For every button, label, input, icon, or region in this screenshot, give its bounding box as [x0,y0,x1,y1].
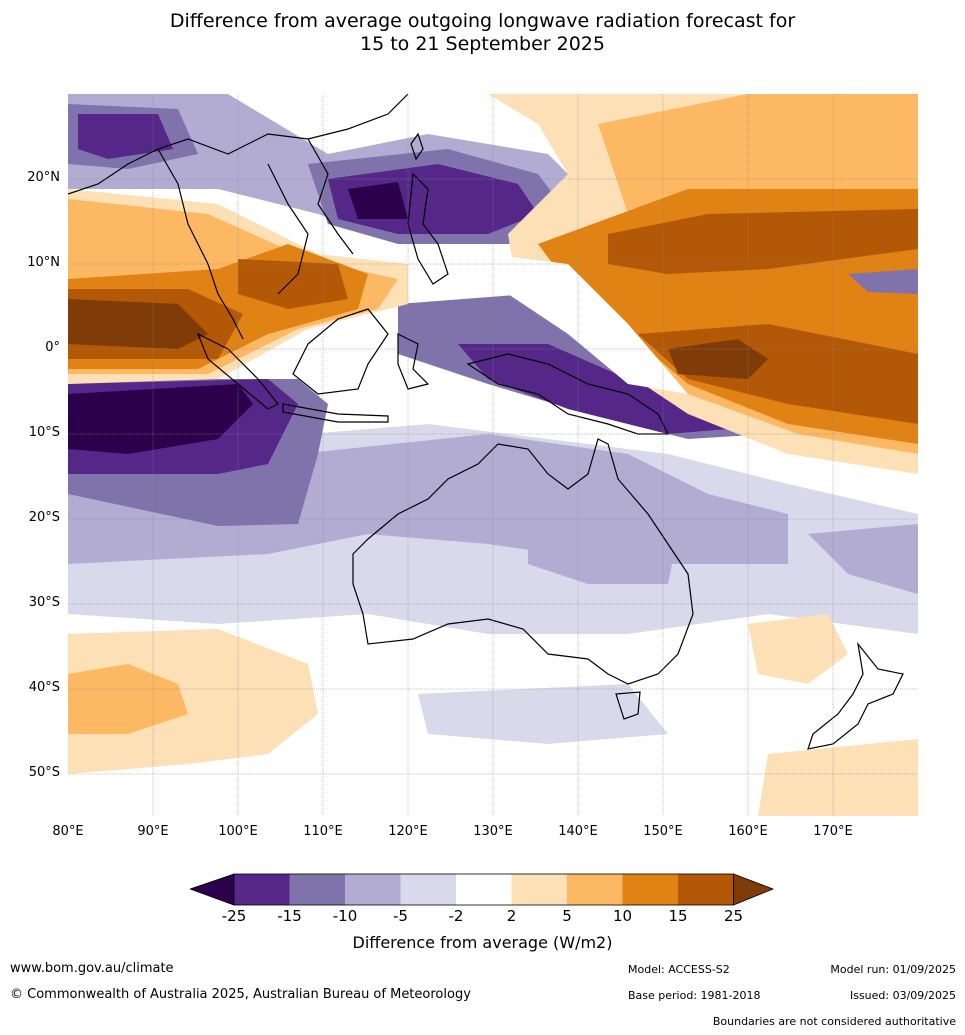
taiwan-outline [410,132,424,161]
lon-label-130e: 130°E [473,824,513,839]
title-line-2: 15 to 21 September 2025 [360,33,605,55]
colorbar-tick-1: -25 [221,907,247,925]
colorbar [190,873,775,906]
footer-disclaimer: Boundaries are not considered authoritat… [712,1015,956,1028]
colorbar-tick-2: -15 [277,907,302,925]
footer-website: www.bom.gov.au/climate [10,961,174,976]
lat-label-40s: 40°S [28,680,60,695]
colorbar-frame [233,873,734,906]
region-pacific-purple-patch [848,269,918,294]
lon-label-80e: 80°E [52,824,84,839]
colorbar-swatch-6 [511,874,567,905]
region-indian-ocean-darkest [68,384,253,454]
title-line-1: Difference from average outgoing longwav… [169,10,796,32]
colorbar-tick-9: 15 [668,907,688,925]
colorbar-swatch-4 [400,874,456,905]
anomaly-map [68,94,918,816]
lat-label-10n: 10°N [27,255,60,270]
lon-label-160e: 160°E [728,824,768,839]
map-svg [68,94,918,816]
region-purple-australia-2 [528,504,678,584]
region-south-west-orange [68,664,188,734]
colorbar-tick-4: -5 [393,907,408,925]
colorbar-swatch-9 [678,874,734,905]
region-scs-brown [238,259,348,309]
colorbar-tick-10: 25 [723,907,744,925]
footer-issued: Issued: 03/09/2025 [849,989,956,1002]
philippines-outline [407,172,449,285]
colorbar-tick-7: 5 [562,907,572,925]
colorbar-swatch-8 [622,874,678,905]
colorbar-label: Difference from average (W/m2) [352,933,613,952]
colorbar-swatch-3 [345,874,401,905]
lon-label-90e: 90°E [137,824,169,839]
colorbar-swatch-2 [289,874,345,905]
borneo-outline [292,308,389,395]
lon-label-140e: 140°E [558,824,598,839]
colorbar-swatch-1 [234,874,290,905]
sumatra-outline [196,332,279,410]
lat-label-20s: 20°S [28,510,60,525]
lon-label-150e: 150°E [643,824,683,839]
region-purple-east [808,524,918,594]
colorbar-right-arrow [733,873,775,906]
footer-copyright: © Commonwealth of Australia 2025, Austra… [10,987,471,1002]
region-north-darkpurple [78,114,173,159]
map-title: Difference from average outgoing longwav… [0,10,965,56]
colorbar-left-arrow [190,873,235,906]
lon-label-170e: 170°E [813,824,853,839]
region-philippine-darkest [348,182,408,219]
colorbar-swatch-7 [567,874,623,905]
region-pacific-darkbrown [668,339,768,379]
lat-label-20n: 20°N [27,170,60,185]
region-south-east-light-orange-2 [758,739,918,816]
footer-model: Model: ACCESS-S2 [628,963,730,976]
colorbar-tick-6: 2 [506,907,517,925]
lon-label-120e: 120°E [388,824,428,839]
footer-model-run: Model run: 01/09/2025 [830,963,956,976]
lat-label-10s: 10°S [28,425,60,440]
java-outline [282,403,389,423]
region-bay-darkbrown [68,299,208,349]
region-pacific-brown-north [608,209,918,274]
colorbar-swatch-5 [456,874,512,905]
region-south-east-light-orange [748,614,848,684]
colorbar-tick-3: -10 [332,907,358,925]
sulawesi-outline [397,333,430,390]
tasmania-outline [615,691,641,720]
lon-label-110e: 110°E [303,824,343,839]
lat-label-0: 0° [45,340,60,355]
colorbar-tick-8: 10 [612,907,633,925]
region-new-guinea-deep [458,344,728,434]
map-gridlines [68,94,918,816]
lat-label-30s: 30°S [28,595,60,610]
region-south-lavender [418,684,668,744]
region-white-equatorial [488,254,688,394]
footer-base-period: Base period: 1981-2018 [628,989,761,1002]
lat-label-50s: 50°S [28,765,60,780]
colorbar-tick-5: -2 [448,907,464,925]
lon-label-100e: 100°E [218,824,258,839]
australia-outline [352,438,694,685]
